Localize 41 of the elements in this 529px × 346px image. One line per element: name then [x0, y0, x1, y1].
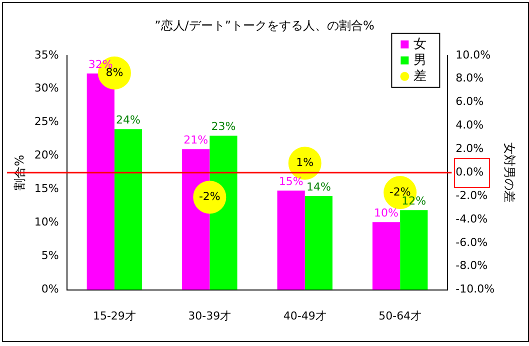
y2-tick-label: 2.0% [456, 142, 484, 156]
bar [114, 129, 142, 290]
y2-tick-label: -8.0% [456, 259, 488, 272]
y2-tick-label: -4.0% [456, 212, 488, 226]
legend-label: 差 [414, 68, 427, 84]
bar [400, 210, 428, 290]
data-label: 14% [306, 180, 331, 194]
bar [277, 190, 305, 290]
y2-tick-label: -6.0% [456, 236, 488, 249]
bar [304, 196, 332, 290]
y2-tick-label: 4.0% [456, 118, 484, 132]
y-tick-label: 10% [34, 216, 59, 229]
y-tick-label: 25% [34, 115, 59, 128]
legend-label: 女 [414, 36, 427, 52]
x-tick-label: 15-29才 [92, 309, 136, 322]
y2-tick-label: -2.0% [456, 188, 488, 202]
data-label: 21% [184, 134, 208, 147]
data-label: 23% [211, 120, 236, 134]
y2-axis-title: 女対男の差 [502, 142, 517, 203]
y-tick-label: 0% [41, 282, 59, 296]
data-label: 1% [296, 156, 314, 170]
x-tick-label: 40-49才 [283, 309, 326, 322]
bar [372, 222, 400, 290]
legend-label: 男 [414, 52, 427, 68]
x-tick-label: 50-64才 [378, 309, 422, 322]
y-tick-label: 35% [34, 48, 59, 62]
y-tick-label: 15% [34, 182, 59, 196]
data-label: 10% [374, 206, 399, 220]
data-label: -2% [198, 190, 220, 204]
data-label: 15% [278, 175, 304, 188]
chart-title: ”恋人/デート”トークをする人、の割合% [154, 18, 374, 32]
y2-tick-label: 10.0% [456, 48, 491, 62]
y2-tick-label: 0.0% [456, 165, 484, 178]
y-tick-label: 20% [34, 148, 59, 162]
y2-tick-label: -10.0% [456, 282, 495, 296]
x-tick-label: 30-39才 [188, 309, 232, 322]
y2-tick-label: 6.0% [456, 95, 484, 108]
y-tick-label: 30% [34, 82, 59, 95]
data-label: 24% [116, 113, 140, 126]
y-tick-label: 5% [41, 249, 59, 262]
y2-tick-label: 8.0% [456, 72, 484, 85]
